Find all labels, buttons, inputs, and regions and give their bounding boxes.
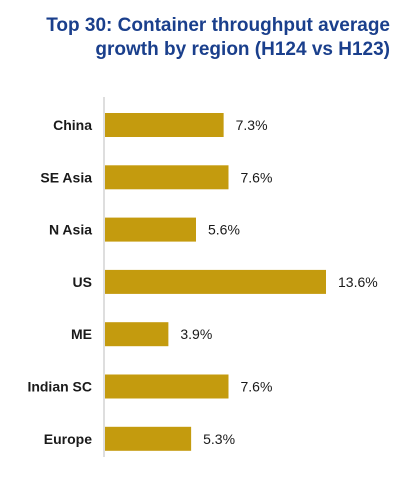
category-label: US [73, 274, 92, 290]
value-label: 5.3% [203, 431, 235, 447]
value-label: 13.6% [338, 274, 378, 290]
category-label: Europe [44, 431, 92, 447]
bar [105, 374, 229, 399]
bar [105, 426, 192, 451]
value-label: 3.9% [180, 326, 212, 342]
bar [105, 269, 326, 294]
value-label: 7.3% [236, 117, 268, 133]
chart-title: Top 30: Container throughput average gro… [46, 15, 390, 60]
value-label: 7.6% [241, 169, 273, 185]
bar [105, 322, 169, 347]
category-label: N Asia [49, 222, 92, 238]
category-label: China [53, 117, 92, 133]
category-label: SE Asia [40, 169, 92, 185]
value-label: 7.6% [241, 379, 273, 395]
category-label: Indian SC [27, 379, 92, 395]
bar [105, 113, 224, 137]
bar [105, 165, 229, 190]
category-label: ME [71, 326, 92, 342]
bar [105, 217, 196, 242]
value-label: 5.6% [208, 222, 240, 238]
